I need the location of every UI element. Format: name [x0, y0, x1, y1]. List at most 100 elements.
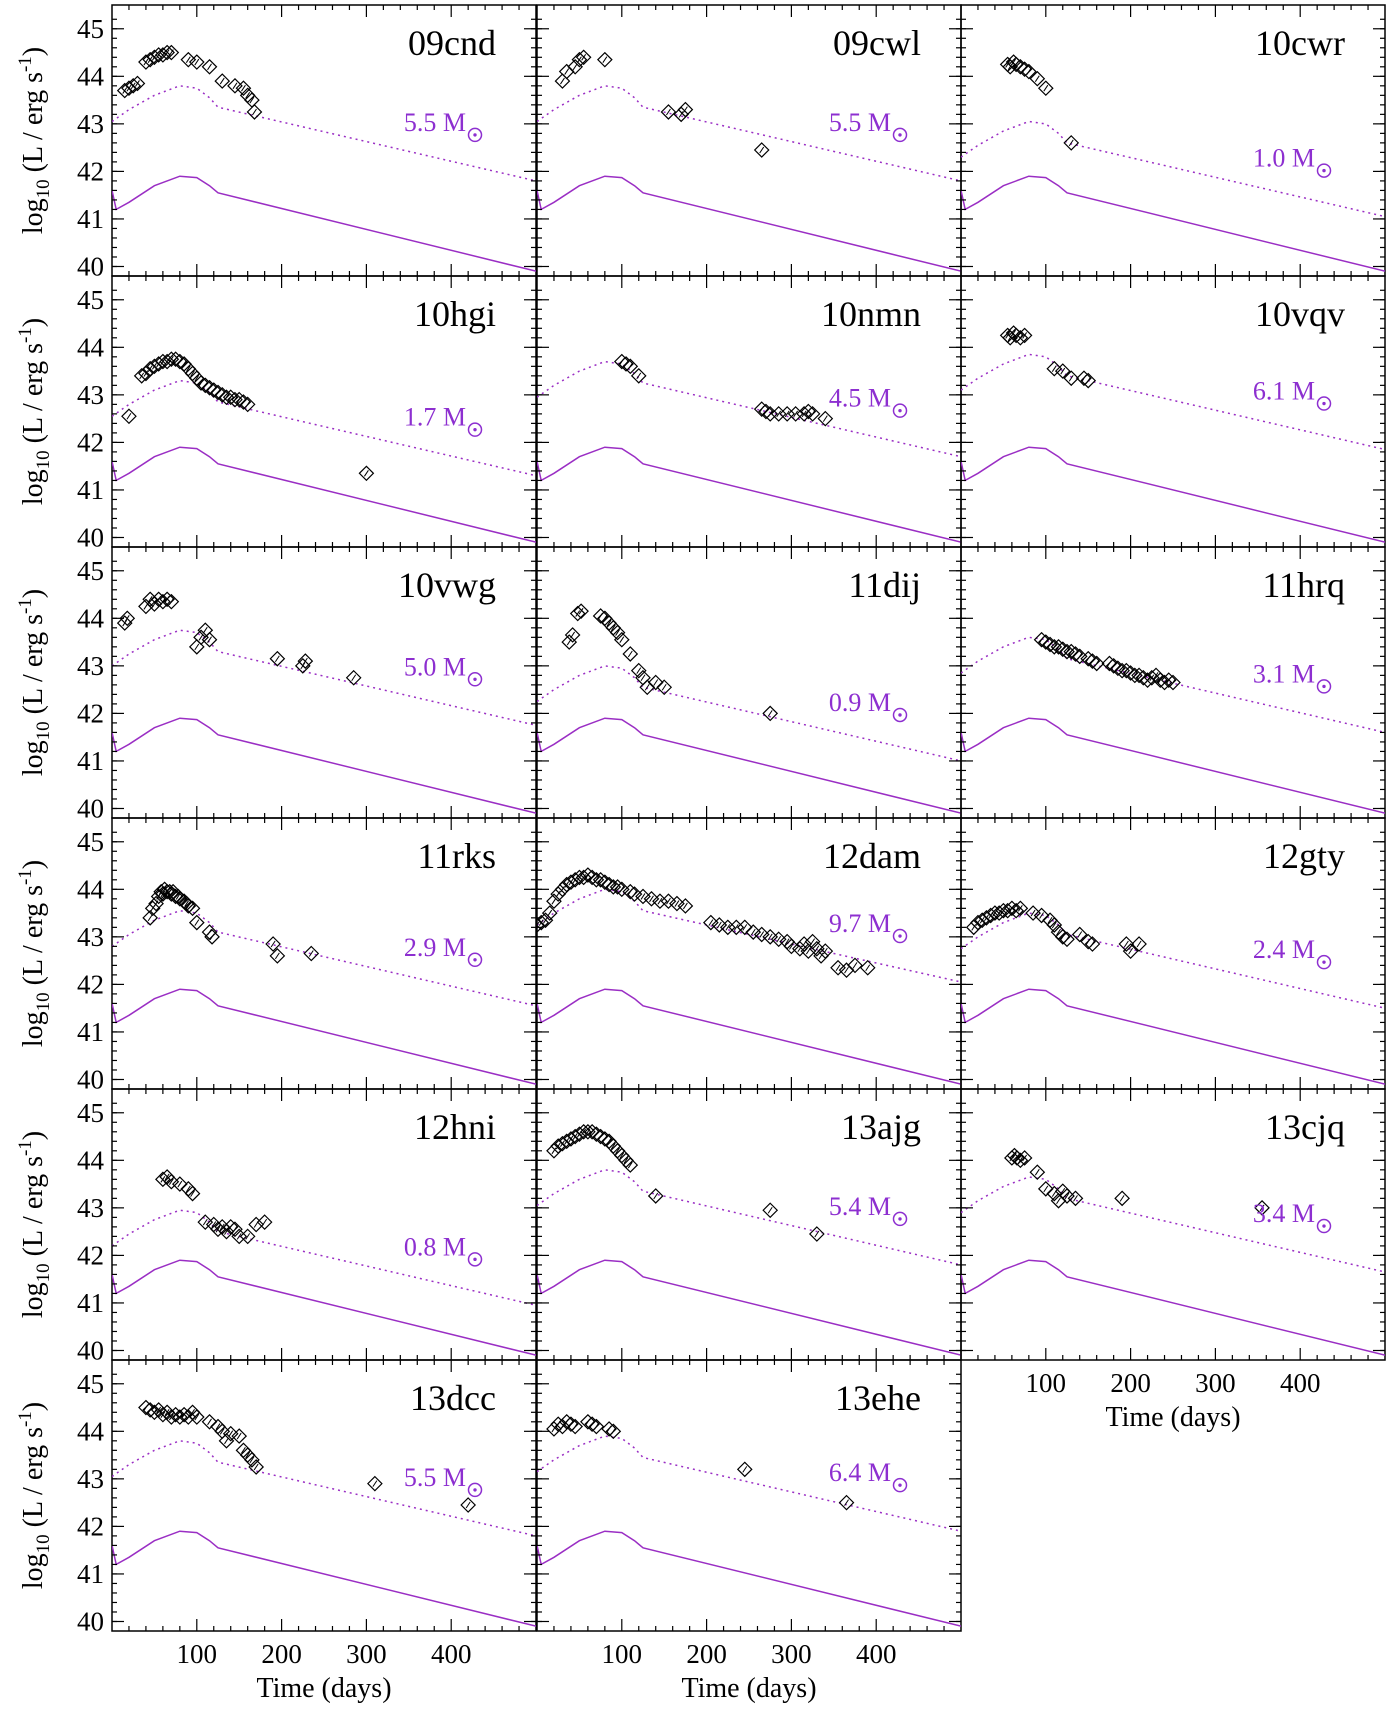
data-point: [171, 1176, 188, 1192]
mass-label: 0.9 M: [829, 688, 891, 717]
ytick-label: 43: [77, 1193, 104, 1223]
panel-10cwr: 10cwr 1.0 M: [960, 4, 1386, 277]
ytick-label: 44: [77, 874, 105, 904]
data-point: [711, 917, 728, 933]
mass-label: 5.4 M: [829, 1192, 891, 1221]
data-point: [1037, 80, 1054, 97]
panel-title: 09cnd: [408, 23, 496, 63]
ytick-label: 43: [77, 651, 104, 681]
ytick-label: 41: [77, 1288, 104, 1318]
data-point: [1016, 1150, 1033, 1166]
data-point: [804, 933, 821, 950]
data-point: [138, 365, 154, 382]
sun-icon: [1316, 396, 1332, 411]
panel-12gty: 12gty 2.4 M: [960, 817, 1386, 1090]
data-point: [1054, 1183, 1071, 1200]
data-point: [609, 1142, 626, 1159]
data-point: [193, 629, 209, 646]
data-point: [1012, 900, 1029, 917]
data-point: [303, 945, 320, 962]
panel-title: 10vqv: [1255, 294, 1345, 334]
data-point: [246, 104, 263, 120]
data-point: [569, 605, 586, 622]
data-point: [575, 49, 592, 66]
data-point: [605, 619, 622, 636]
data-point: [762, 705, 779, 722]
mass-label: 1.7 M: [404, 403, 466, 432]
model-curve-dotted: [537, 85, 961, 182]
panel-title: 10vwg: [398, 565, 496, 605]
mass-label: 4.5 M: [829, 384, 891, 413]
panel-10vwg: 40 41 42 43 44 45 log10 (L / erg s-1) 10vwg 5.0 …: [15, 546, 537, 823]
panel-title: 13ajg: [841, 1107, 921, 1147]
panel-11hrq: 11hrq 3.1 M: [960, 546, 1386, 819]
sun-icon: [892, 928, 908, 944]
data-point: [188, 370, 205, 387]
data-point: [573, 603, 589, 620]
data-point: [965, 919, 982, 936]
data-point: [630, 662, 647, 679]
model-curve-solid: [961, 717, 1385, 814]
data-point: [546, 1142, 562, 1159]
model-curve-solid: [961, 988, 1385, 1085]
mass-label: 5.5 M: [404, 108, 466, 137]
mass-label: 6.1 M: [1253, 377, 1315, 406]
data-point: [1029, 1164, 1046, 1181]
sun-icon: [892, 707, 908, 723]
plot-area: [961, 900, 1385, 1085]
data-point: [121, 408, 137, 425]
panel-13cjq: 100 200 300 400 Time (days) 13cjq 3.4 M: [960, 1088, 1386, 1433]
data-point: [838, 962, 855, 978]
model-curve-solid: [961, 446, 1385, 543]
plot-area: [112, 591, 536, 814]
ytick-label: 44: [77, 603, 105, 633]
model-curve-solid: [537, 717, 961, 814]
data-point: [197, 1214, 214, 1230]
model-curve-dotted: [112, 85, 536, 182]
data-point: [762, 406, 779, 422]
model-curve-solid: [537, 175, 961, 272]
data-point: [736, 1461, 753, 1478]
data-point: [265, 936, 281, 952]
model-curve-solid: [537, 1530, 961, 1627]
data-point: [647, 1188, 664, 1204]
data-point: [613, 631, 630, 648]
xtick-label: 300: [1195, 1368, 1236, 1398]
data-point: [656, 679, 673, 696]
data-point: [239, 396, 256, 413]
data-point: [1054, 363, 1071, 379]
mass-label: 5.5 M: [829, 108, 891, 137]
data-point: [244, 92, 260, 108]
data-point: [601, 615, 617, 631]
panel-13ajg: 13ajg 5.4 M: [536, 1088, 962, 1361]
ytick-label: 42: [77, 969, 104, 999]
panel-title: 13cjq: [1265, 1107, 1345, 1147]
y-axis-label: log10 (L / erg s-1): [15, 1131, 54, 1318]
data-point: [613, 1147, 630, 1164]
data-point: [554, 881, 571, 898]
panel-frame: [960, 1088, 1386, 1361]
xtick-label: 400: [1280, 1368, 1321, 1398]
plot-area: [961, 325, 1385, 543]
data-point: [1016, 327, 1033, 344]
ytick-label: 43: [77, 1464, 104, 1494]
ytick-label: 45: [77, 1369, 104, 1399]
ytick-label: 45: [77, 1098, 104, 1128]
panel-title: 12hni: [414, 1107, 496, 1147]
data-point: [770, 406, 787, 422]
panel-frame: [111, 1359, 537, 1632]
ytick-label: 45: [77, 556, 104, 586]
model-curve-dotted: [961, 120, 1385, 218]
data-point: [1254, 1200, 1270, 1216]
ytick-label: 42: [77, 1240, 104, 1270]
data-point: [297, 653, 314, 669]
mass-label: 0.8 M: [404, 1232, 466, 1261]
sun-icon: [467, 672, 483, 687]
ytick-label: 45: [77, 827, 104, 857]
data-point: [1080, 372, 1097, 389]
data-point: [605, 1423, 622, 1440]
data-point: [1046, 360, 1063, 377]
data-point: [635, 888, 651, 905]
data-point: [239, 1447, 256, 1463]
ytick-label: 43: [77, 922, 104, 952]
